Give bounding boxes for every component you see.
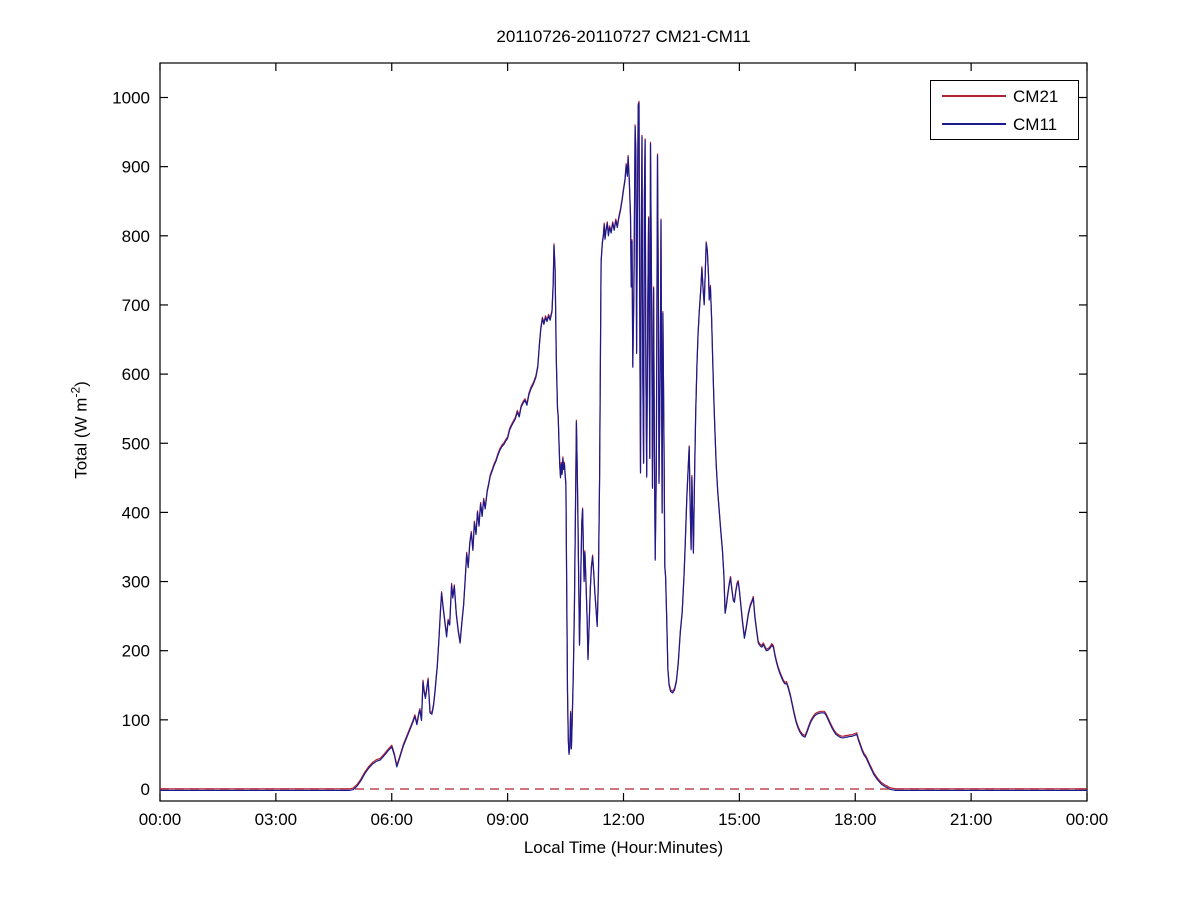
y-tick-label: 300 (122, 573, 150, 592)
legend: CM21 CM11 (930, 80, 1079, 140)
y-tick-label: 0 (141, 780, 150, 799)
x-tick-label: 03:00 (255, 810, 298, 829)
x-tick-label: 00:00 (139, 810, 182, 829)
x-tick-label: 12:00 (602, 810, 645, 829)
legend-label-cm21: CM21 (1013, 86, 1059, 106)
x-tick-label: 09:00 (486, 810, 529, 829)
y-tick-label: 100 (122, 711, 150, 730)
y-axis-label-text: Total (W m (71, 397, 91, 479)
cm11-line (160, 102, 1087, 792)
cm11-line-sample (942, 123, 1006, 125)
x-tick-label: 00:00 (1066, 810, 1109, 829)
chart-title: 20110726-20110727 CM21-CM11 (496, 27, 751, 46)
y-tick-label: 800 (122, 227, 150, 246)
x-tick-label: 15:00 (718, 810, 761, 829)
legend-entry-cm21: CM21 (931, 83, 1078, 109)
y-tick-label: 400 (122, 503, 150, 522)
cm21-line-sample (942, 95, 1006, 97)
x-tick-label: 21:00 (950, 810, 993, 829)
y-axis-label-suffix: ) (71, 381, 91, 387)
x-tick-label: 06:00 (370, 810, 413, 829)
y-tick-label: 500 (122, 434, 150, 453)
y-tick-label: 600 (122, 365, 150, 384)
y-tick-label: 900 (122, 158, 150, 177)
y-tick-label: 700 (122, 296, 150, 315)
legend-label-cm11: CM11 (1013, 114, 1058, 134)
y-tick-label: 200 (122, 642, 150, 661)
legend-entry-cm11: CM11 (931, 111, 1078, 137)
y-axis-label: Total (W m-2) (69, 381, 92, 479)
x-axis-label: Local Time (Hour:Minutes) (523, 838, 724, 857)
y-axis-label-superscript: -2 (68, 386, 83, 398)
x-tick-label: 18:00 (834, 810, 877, 829)
plot-frame (159, 62, 1088, 802)
y-tick-label: 1000 (112, 89, 150, 108)
